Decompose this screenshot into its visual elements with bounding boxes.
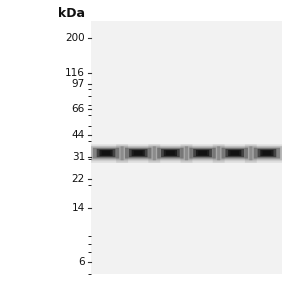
Text: kDa: kDa	[58, 7, 85, 20]
Text: 44: 44	[72, 129, 85, 140]
FancyBboxPatch shape	[221, 148, 248, 158]
FancyBboxPatch shape	[97, 149, 115, 157]
FancyBboxPatch shape	[198, 151, 207, 155]
FancyBboxPatch shape	[185, 146, 220, 160]
FancyBboxPatch shape	[230, 151, 239, 155]
FancyBboxPatch shape	[189, 148, 216, 158]
Text: 6: 6	[78, 257, 85, 267]
FancyBboxPatch shape	[257, 149, 276, 157]
FancyBboxPatch shape	[93, 148, 119, 158]
FancyBboxPatch shape	[249, 146, 285, 160]
FancyBboxPatch shape	[132, 150, 145, 156]
Text: 66: 66	[72, 103, 85, 114]
FancyBboxPatch shape	[260, 150, 274, 156]
FancyBboxPatch shape	[88, 146, 124, 160]
FancyBboxPatch shape	[116, 144, 160, 163]
FancyBboxPatch shape	[102, 151, 110, 155]
FancyBboxPatch shape	[213, 144, 257, 163]
FancyBboxPatch shape	[134, 151, 143, 155]
FancyBboxPatch shape	[153, 146, 188, 160]
FancyBboxPatch shape	[226, 149, 244, 157]
FancyBboxPatch shape	[157, 148, 184, 158]
FancyBboxPatch shape	[125, 148, 151, 158]
FancyBboxPatch shape	[84, 144, 128, 163]
FancyBboxPatch shape	[228, 150, 241, 156]
FancyBboxPatch shape	[99, 150, 113, 156]
FancyBboxPatch shape	[193, 149, 212, 157]
FancyBboxPatch shape	[148, 144, 192, 163]
Text: 116: 116	[65, 68, 85, 77]
FancyBboxPatch shape	[164, 150, 177, 156]
Text: 97: 97	[72, 79, 85, 89]
Text: 14: 14	[72, 203, 85, 213]
FancyBboxPatch shape	[217, 146, 252, 160]
FancyBboxPatch shape	[181, 144, 225, 163]
FancyBboxPatch shape	[254, 148, 280, 158]
Text: 22: 22	[72, 174, 85, 184]
FancyBboxPatch shape	[121, 146, 156, 160]
FancyBboxPatch shape	[129, 149, 147, 157]
Text: 31: 31	[72, 152, 85, 162]
FancyBboxPatch shape	[196, 150, 209, 156]
Text: 200: 200	[65, 33, 85, 43]
FancyBboxPatch shape	[263, 151, 271, 155]
FancyBboxPatch shape	[245, 144, 288, 163]
FancyBboxPatch shape	[161, 149, 180, 157]
FancyBboxPatch shape	[166, 151, 175, 155]
